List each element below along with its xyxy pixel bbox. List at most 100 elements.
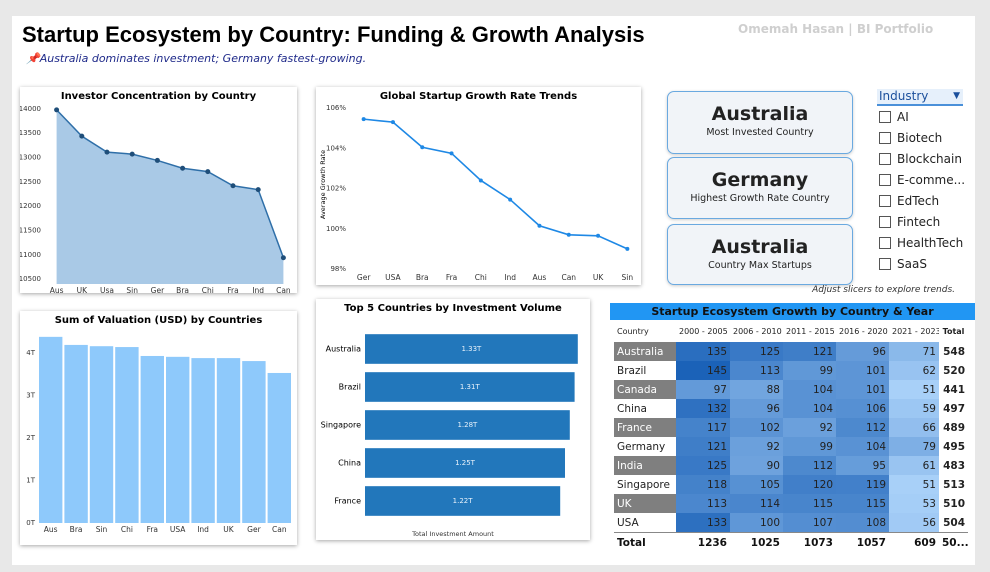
checkbox[interactable] — [879, 236, 891, 249]
slicer-item[interactable]: Blockchain — [877, 148, 963, 169]
cell: 115 — [836, 494, 889, 513]
checkbox[interactable] — [879, 131, 891, 144]
x-tick-label: Chi — [121, 525, 133, 534]
slicer-title: Industry — [879, 89, 929, 103]
kpi-label: Most Invested Country — [706, 127, 814, 138]
checkbox[interactable] — [879, 110, 891, 123]
cell: 135 — [676, 342, 730, 361]
x-tick-label: Sin — [96, 525, 108, 534]
x-tick-label: Aus — [44, 525, 58, 534]
row-label: France — [614, 418, 676, 437]
x-tick-label: Ind — [197, 525, 209, 534]
total-label: Total — [614, 532, 676, 552]
point — [596, 233, 601, 238]
data-row: USA 133 100 107 108 56 504 — [614, 513, 968, 533]
point — [420, 145, 425, 150]
kpi-value: Australia — [711, 236, 809, 258]
slicer-item-label: HealthTech — [897, 235, 964, 250]
x-tick-label: USA — [170, 525, 186, 534]
slicer: Industry ▼ AI Biotech Blockchain E-comme... Ed… — [877, 89, 965, 275]
point — [104, 149, 110, 155]
data-row: Canada 97 88 104 101 51 441 — [614, 380, 968, 399]
y-tick-label: 104% — [326, 144, 346, 152]
slicer-item-label: Fintech — [897, 214, 941, 229]
x-tick-label: Fra — [147, 525, 158, 534]
kpi-value: Australia — [711, 103, 809, 125]
point — [255, 187, 261, 193]
chart-title: Sum of Valuation (USD) by Countries — [55, 315, 263, 326]
slicer-item[interactable]: AI — [877, 106, 963, 127]
chart: Sum of Valuation (USD) by Countries 0T 1T 2… — [26, 315, 291, 534]
cell: 489 — [943, 421, 965, 434]
kpi-card: Australia Most Invested Country — [667, 91, 853, 154]
slicer-item[interactable]: Fintech — [877, 211, 963, 232]
slicer-item[interactable]: EdTech — [877, 190, 963, 211]
cell: 97 — [676, 380, 730, 399]
slicer-item-label: EdTech — [897, 193, 940, 208]
checkbox[interactable] — [879, 152, 891, 165]
cell: 125 — [730, 342, 783, 361]
area-line — [56, 109, 285, 258]
slicer-header[interactable]: Industry ▼ — [877, 89, 963, 106]
kpi-card: Germany Highest Growth Rate Country — [667, 157, 853, 219]
cell: 95 — [836, 456, 889, 475]
x-tick-label: Chi — [202, 286, 214, 293]
value-label: 1.31T — [460, 383, 481, 391]
checkbox[interactable] — [879, 257, 891, 270]
checkbox[interactable] — [879, 194, 891, 207]
bar — [89, 346, 114, 523]
cell: 92 — [783, 418, 836, 437]
row-label: USA — [614, 513, 676, 533]
cell: 115 — [783, 494, 836, 513]
cell: 112 — [783, 456, 836, 475]
x-tick-label: UK — [593, 273, 604, 282]
cell: 104 — [783, 380, 836, 399]
point — [129, 151, 135, 157]
point — [390, 120, 395, 125]
total-cell: 1025 — [730, 532, 783, 552]
y-tick-label: 12500 — [20, 178, 41, 186]
chart: Investor Concentration by Country 10500 11… — [19, 91, 291, 295]
bar — [64, 344, 88, 523]
data-row: India 125 90 112 95 61 483 — [614, 456, 968, 475]
cell: 106 — [836, 399, 889, 418]
cell: 118 — [676, 475, 730, 494]
bar — [191, 358, 215, 523]
row-label: Australia — [614, 342, 676, 361]
cell: 107 — [783, 513, 836, 533]
data-row: Australia 135 125 121 96 71 548 — [614, 342, 968, 361]
column-header: 2000 - 2005 — [679, 326, 728, 336]
y-tick-label: 13500 — [20, 129, 41, 137]
slicer-item[interactable]: Biotech — [877, 127, 963, 148]
row-label: India — [614, 456, 676, 475]
checkbox[interactable] — [879, 173, 891, 186]
cell: 61 — [889, 456, 939, 475]
area — [56, 109, 284, 285]
cell: 99 — [783, 361, 836, 380]
bar — [166, 356, 190, 523]
category-label: France — [334, 497, 361, 506]
cell: 71 — [889, 342, 939, 361]
cell: 117 — [676, 418, 730, 437]
x-tick-label: Can — [561, 273, 576, 282]
cell: 96 — [836, 342, 889, 361]
checkbox[interactable] — [879, 215, 891, 228]
slicer-item[interactable]: HealthTech — [877, 232, 963, 253]
total-cell: 1236 — [676, 532, 730, 552]
slicer-item[interactable]: SaaS — [877, 253, 963, 274]
y-tick-label: 0T — [26, 519, 35, 527]
cell: 104 — [783, 399, 836, 418]
value-label: 1.28T — [457, 421, 478, 429]
row-label: China — [614, 399, 676, 418]
cell: 88 — [730, 380, 783, 399]
cell: 113 — [676, 494, 730, 513]
bar — [365, 372, 575, 402]
slicer-item[interactable]: E-comme... — [877, 169, 965, 190]
bar — [140, 355, 164, 523]
cell: 114 — [730, 494, 783, 513]
chart-title: Top 5 Countries by Investment Volume — [344, 303, 562, 314]
row-label: Singapore — [614, 475, 676, 494]
cell: 105 — [730, 475, 783, 494]
category-label: China — [338, 459, 361, 468]
point — [625, 246, 630, 251]
